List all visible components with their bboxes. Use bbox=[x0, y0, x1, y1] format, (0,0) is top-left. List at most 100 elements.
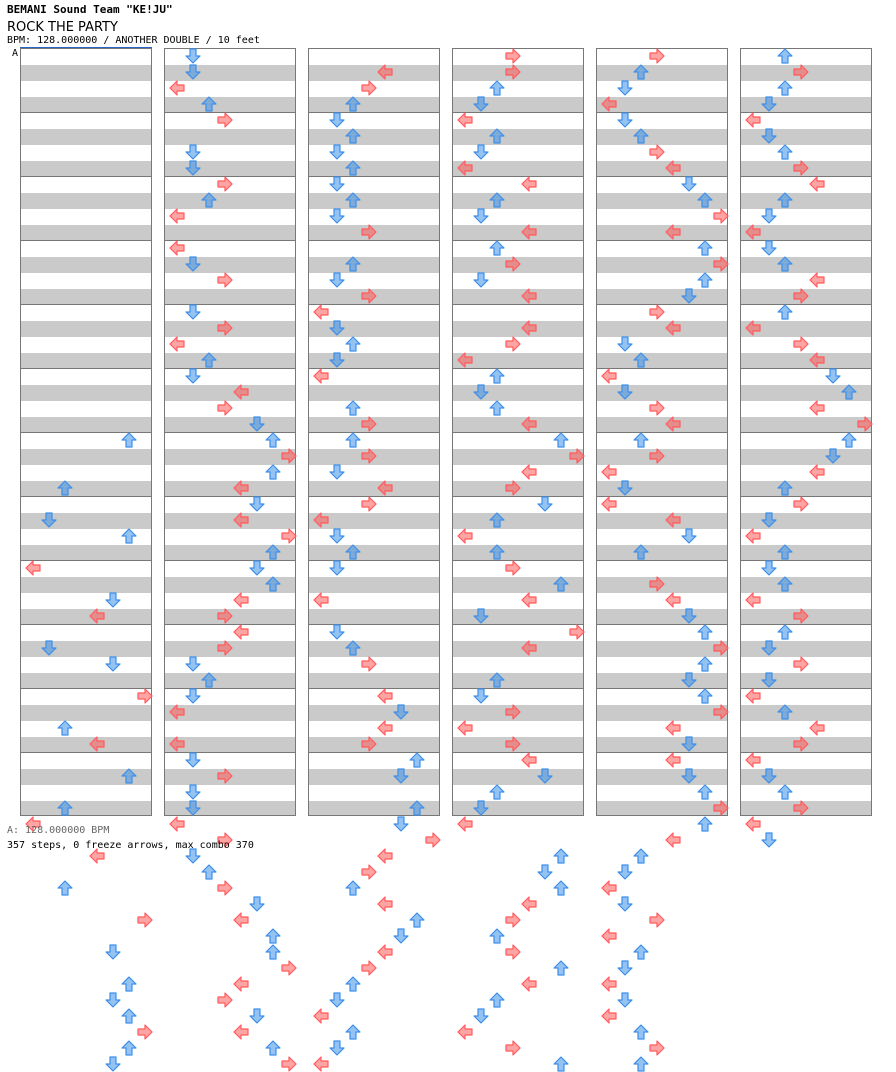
arrow-down-icon bbox=[761, 240, 777, 256]
arrow-right-icon bbox=[217, 176, 233, 192]
measure-line bbox=[21, 240, 151, 241]
arrow-right-icon bbox=[137, 688, 153, 704]
measure-line bbox=[21, 624, 151, 625]
arrow-right-icon bbox=[281, 448, 297, 464]
arrow-right-icon bbox=[361, 416, 377, 432]
arrow-right-icon bbox=[217, 272, 233, 288]
arrow-left-icon bbox=[665, 752, 681, 768]
arrow-down-icon bbox=[329, 176, 345, 192]
arrow-down-icon bbox=[105, 592, 121, 608]
arrow-down-icon bbox=[761, 640, 777, 656]
measure-line bbox=[741, 560, 871, 561]
measure-line bbox=[309, 368, 439, 369]
measure-line bbox=[597, 752, 727, 753]
arrow-up-icon bbox=[201, 192, 217, 208]
measure-line bbox=[741, 176, 871, 177]
measure-line bbox=[453, 240, 583, 241]
arrow-up-icon bbox=[633, 944, 649, 960]
arrow-up-icon bbox=[201, 96, 217, 112]
measure-line bbox=[453, 624, 583, 625]
measure-line bbox=[21, 496, 151, 497]
arrow-down-icon bbox=[41, 640, 57, 656]
arrow-down-icon bbox=[681, 608, 697, 624]
arrow-down-icon bbox=[473, 688, 489, 704]
measure-line bbox=[741, 432, 871, 433]
measure-line bbox=[309, 240, 439, 241]
arrow-down-icon bbox=[761, 96, 777, 112]
measure-line bbox=[165, 624, 295, 625]
arrow-right-icon bbox=[361, 448, 377, 464]
measure-line bbox=[309, 624, 439, 625]
arrow-down-icon bbox=[473, 800, 489, 816]
measure-line bbox=[741, 368, 871, 369]
measure-line bbox=[597, 688, 727, 689]
arrow-left-icon bbox=[233, 912, 249, 928]
arrow-left-icon bbox=[665, 160, 681, 176]
arrow-right-icon bbox=[649, 304, 665, 320]
arrow-right-icon bbox=[217, 400, 233, 416]
arrow-left-icon bbox=[233, 592, 249, 608]
arrow-up-icon bbox=[57, 720, 73, 736]
arrow-up-icon bbox=[345, 640, 361, 656]
arrow-down-icon bbox=[249, 560, 265, 576]
arrow-left-icon bbox=[89, 608, 105, 624]
arrow-up-icon bbox=[201, 672, 217, 688]
arrow-down-icon bbox=[329, 464, 345, 480]
arrow-down-icon bbox=[617, 336, 633, 352]
chart-column-4 bbox=[452, 48, 585, 1072]
arrow-down-icon bbox=[761, 672, 777, 688]
arrow-up-icon bbox=[777, 624, 793, 640]
arrow-right-icon bbox=[505, 1040, 521, 1056]
arrow-left-icon bbox=[25, 560, 41, 576]
arrow-up-icon bbox=[57, 880, 73, 896]
arrow-up-icon bbox=[777, 192, 793, 208]
arrow-left-icon bbox=[169, 336, 185, 352]
arrow-up-icon bbox=[777, 304, 793, 320]
arrow-up-icon bbox=[489, 928, 505, 944]
arrow-right-icon bbox=[713, 208, 729, 224]
arrow-down-icon bbox=[105, 656, 121, 672]
arrow-down-icon bbox=[617, 992, 633, 1008]
arrow-right-icon bbox=[281, 528, 297, 544]
arrow-left-icon bbox=[601, 496, 617, 512]
arrow-up-icon bbox=[489, 672, 505, 688]
arrow-right-icon bbox=[505, 704, 521, 720]
arrow-right-icon bbox=[505, 48, 521, 64]
arrow-right-icon bbox=[425, 832, 441, 848]
arrow-left-icon bbox=[169, 816, 185, 832]
arrow-left-icon bbox=[601, 880, 617, 896]
arrow-down-icon bbox=[185, 800, 201, 816]
arrow-up-icon bbox=[265, 464, 281, 480]
arrow-right-icon bbox=[713, 640, 729, 656]
arrow-right-icon bbox=[361, 288, 377, 304]
measure-line bbox=[597, 176, 727, 177]
measure-line bbox=[21, 368, 151, 369]
arrow-up-icon bbox=[345, 544, 361, 560]
arrow-left-icon bbox=[377, 688, 393, 704]
arrow-down-icon bbox=[393, 768, 409, 784]
measure-line bbox=[453, 688, 583, 689]
arrow-up-icon bbox=[777, 144, 793, 160]
arrow-up-icon bbox=[345, 128, 361, 144]
measure-line bbox=[165, 304, 295, 305]
arrow-right-icon bbox=[793, 336, 809, 352]
arrow-up-icon bbox=[633, 352, 649, 368]
arrow-left-icon bbox=[521, 464, 537, 480]
chart-column-3 bbox=[308, 48, 441, 1072]
arrow-left-icon bbox=[233, 976, 249, 992]
measure-line bbox=[597, 304, 727, 305]
arrow-down-icon bbox=[825, 368, 841, 384]
arrow-up-icon bbox=[697, 784, 713, 800]
arrow-up-icon bbox=[553, 960, 569, 976]
measure-line bbox=[453, 176, 583, 177]
arrow-right-icon bbox=[217, 992, 233, 1008]
arrow-up-icon bbox=[777, 480, 793, 496]
arrow-right-icon bbox=[569, 624, 585, 640]
arrow-up-icon bbox=[489, 512, 505, 528]
measure-line bbox=[309, 752, 439, 753]
arrow-up-icon bbox=[345, 1024, 361, 1040]
arrow-up-icon bbox=[121, 768, 137, 784]
arrow-down-icon bbox=[393, 816, 409, 832]
arrow-left-icon bbox=[313, 592, 329, 608]
measure-line bbox=[453, 304, 583, 305]
